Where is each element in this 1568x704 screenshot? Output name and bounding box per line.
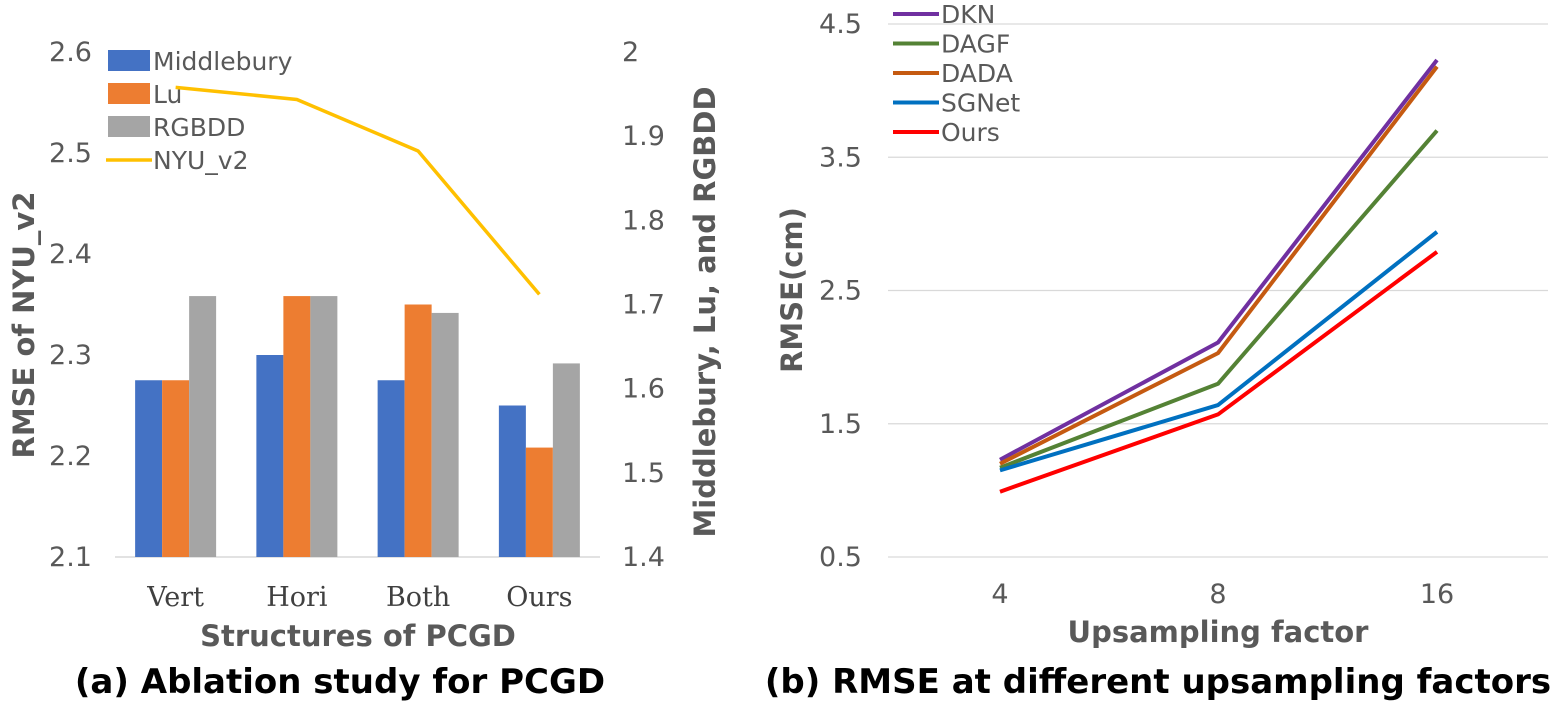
chart-a-right-tick-label: 1.4: [622, 542, 665, 573]
chart-a-category-label: Vert: [146, 582, 204, 613]
chart-b-series-line-dagf: [999, 129, 1439, 470]
chart-a-ablation: 2.1 2.2 2.3 2.4 2.5 2.6 1.4 1.5 1.6 1.7 1.8 1.9 2 V…: [7, 37, 722, 702]
chart-a-right-tick-label: 1.5: [622, 458, 665, 489]
chart-a-bar-lu: [525, 447, 553, 557]
chart-a-right-tick-label: 1.8: [622, 205, 665, 236]
chart-b-category-label: 8: [1209, 579, 1226, 610]
chart-a-caption: (a) Ablation study for PCGD: [75, 662, 605, 702]
chart-a-category-ticks: Vert Hori Both Ours: [146, 582, 572, 613]
chart-a-category-label: Ours: [506, 582, 572, 613]
chart-a-legend-label: NYU_v2: [153, 146, 248, 175]
chart-b-y-tick-label: 0.5: [819, 542, 862, 573]
chart-b-caption: (b) RMSE at different upsampling factors: [765, 662, 1551, 702]
chart-b-y-tick-label: 3.5: [819, 142, 862, 173]
chart-a-category-label: Hori: [266, 582, 328, 613]
chart-a-right-ticks: 1.4 1.5 1.6 1.7 1.8 1.9 2: [622, 37, 665, 573]
chart-a-legend-label: Middlebury: [153, 47, 293, 76]
chart-a-left-tick-label: 2.3: [49, 340, 92, 371]
chart-a-bar-rgbdd: [552, 363, 580, 557]
chart-b-series-line-dada: [999, 65, 1439, 466]
chart-a-left-tick-label: 2.1: [49, 542, 92, 573]
chart-b-legend-label: Ours: [941, 118, 1000, 147]
chart-a-bar-middlebury: [377, 380, 405, 557]
chart-b-category-label: 16: [1420, 579, 1454, 610]
chart-a-ylabel-right: Middlebury, Lu, and RGBDD: [688, 86, 722, 537]
chart-b-legend-label: DADA: [941, 59, 1013, 88]
chart-a-bar-rgbdd: [189, 296, 217, 557]
chart-a-xlabel: Structures of PCGD: [200, 619, 516, 653]
chart-b-category-ticks: 4 8 16: [991, 579, 1454, 610]
chart-b-legend-label: SGNet: [941, 89, 1020, 118]
chart-a-right-tick-label: 1.6: [622, 374, 665, 405]
chart-b-legend-label: DAGF: [941, 30, 1010, 59]
chart-a-left-tick-label: 2.4: [49, 239, 92, 270]
chart-a-legend-swatch-rgbdd: [108, 116, 150, 137]
chart-a-legend: Middlebury Lu RGBDD NYU_v2: [106, 47, 293, 175]
chart-a-bar-rgbdd: [310, 296, 338, 557]
chart-a-category-label: Both: [386, 582, 450, 613]
chart-b-category-label: 4: [991, 579, 1008, 610]
chart-a-bar-middlebury: [256, 355, 284, 557]
chart-a-legend-label: RGBDD: [153, 113, 245, 142]
chart-a-line: [175, 85, 541, 296]
chart-b-y-tick-label: 1.5: [819, 409, 862, 440]
chart-a-left-tick-label: 2.5: [49, 138, 92, 169]
chart-b-xlabel: Upsampling factor: [1068, 615, 1370, 649]
chart-b-y-tick-label: 2.5: [819, 276, 862, 307]
chart-b-ylabel: RMSE(cm): [775, 207, 809, 373]
chart-b-lines: [999, 58, 1439, 494]
chart-b-series-line-ours: [999, 250, 1439, 494]
chart-b-gridlines: [888, 23, 1548, 558]
chart-a-left-ticks: 2.1 2.2 2.3 2.4 2.5 2.6: [49, 37, 92, 573]
chart-b-legend-label: DKN: [941, 0, 995, 29]
chart-a-bar-middlebury: [498, 405, 526, 557]
chart-a-right-tick-label: 1.9: [622, 121, 665, 152]
chart-a-right-tick-label: 1.7: [622, 290, 665, 321]
chart-a-bars: [135, 296, 580, 557]
chart-a-bar-middlebury: [135, 380, 163, 557]
chart-a-left-tick-label: 2.2: [49, 441, 92, 472]
chart-a-bar-lu: [404, 304, 432, 557]
chart-b-series-line-dkn: [999, 58, 1439, 462]
chart-a-left-tick-label: 2.6: [49, 37, 92, 68]
chart-a-legend-swatch-middlebury: [108, 50, 150, 71]
chart-a-bar-lu: [283, 296, 311, 557]
chart-a-legend-swatch-lu: [108, 83, 150, 104]
chart-b-series-line-sgnet: [999, 230, 1439, 473]
chart-a-ylabel-left: RMSE of NYU_v2: [7, 191, 41, 458]
chart-a-bar-rgbdd: [431, 312, 459, 557]
chart-b-y-tick-label: 4.5: [819, 9, 862, 40]
chart-a-series-line-nyu-v2: [175, 85, 541, 296]
chart-b-y-ticks: 0.5 1.5 2.5 3.5 4.5: [819, 9, 862, 573]
chart-a-legend-label: Lu: [153, 80, 182, 109]
chart-a-right-tick-label: 2: [622, 37, 639, 68]
chart-b-upsampling: 0.5 1.5 2.5 3.5 4.5 4 8 16 DKNDAGFDADASGNetOur…: [765, 0, 1551, 702]
chart-a-bar-lu: [162, 380, 190, 557]
